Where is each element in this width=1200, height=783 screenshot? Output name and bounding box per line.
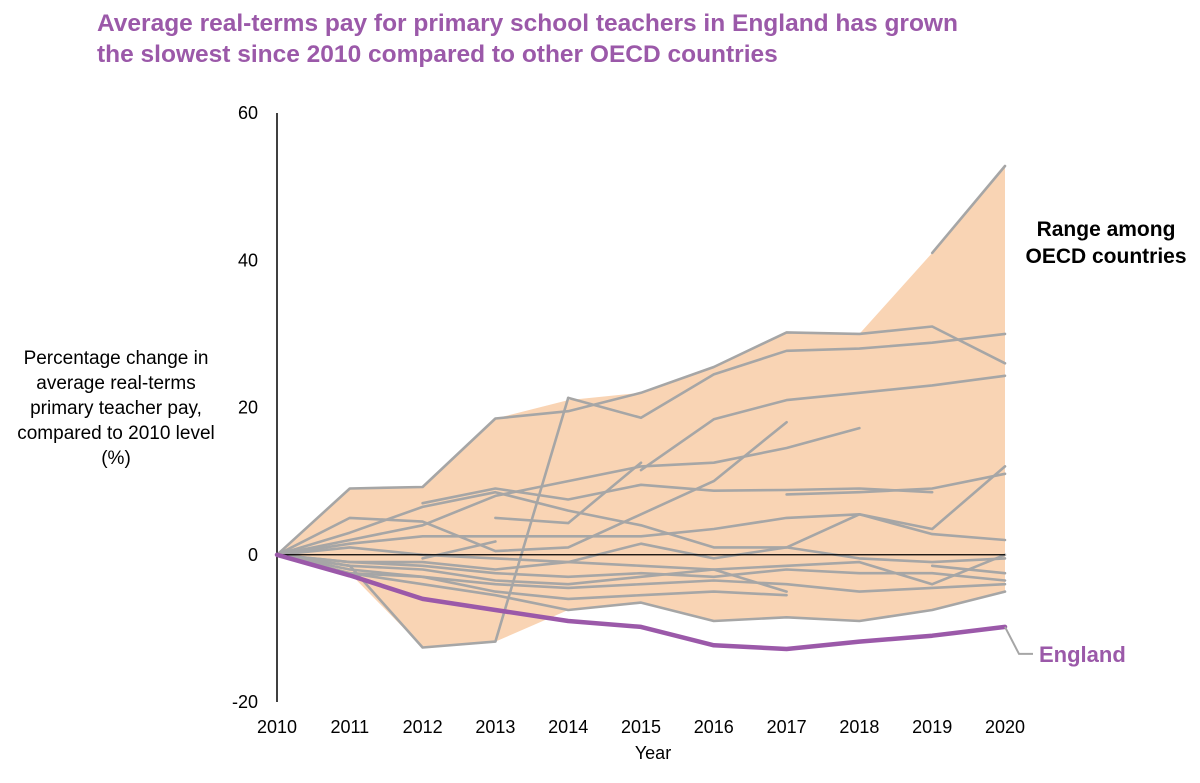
country-line-16	[275, 553, 1007, 593]
x-tick-label-2017: 2017	[767, 717, 807, 737]
y-tick-label-40: 40	[238, 250, 258, 270]
x-tick-label-2019: 2019	[912, 717, 952, 737]
x-tick-label-2012: 2012	[403, 717, 443, 737]
labels-layer: -20 0 20 40 60 2010 2011 2012 2013 2014 2015 2016 20…	[232, 103, 1187, 763]
y-tick-label-0: 0	[248, 545, 258, 565]
range-band-layer	[277, 166, 1005, 648]
country-line-5	[639, 374, 1007, 472]
country-line-8	[275, 420, 788, 557]
x-tick-label-2010: 2010	[257, 717, 297, 737]
country-line-14	[275, 546, 1007, 586]
country-line-1	[275, 325, 1007, 557]
y-axis-title: Percentage change in average real-terms …	[0, 346, 232, 471]
chart-title: Average real-terms pay for primary schoo…	[97, 8, 1097, 70]
country-line-19	[275, 553, 1007, 623]
axes-layer	[276, 113, 1005, 702]
x-tick-label-2011: 2011	[330, 717, 369, 737]
country-line-6	[275, 426, 861, 557]
country-line-12	[275, 490, 1007, 557]
country-line-11	[275, 465, 1007, 557]
y-axis-title-line-4: compared to 2010 level	[17, 423, 215, 444]
x-tick-label-2015: 2015	[621, 717, 661, 737]
england-series-label: England	[1039, 642, 1126, 667]
country-line-9	[494, 461, 1007, 525]
x-tick-label-2016: 2016	[694, 717, 734, 737]
country-line-15	[275, 553, 1007, 582]
y-axis-title-line-3: primary teacher pay,	[30, 398, 202, 419]
country-line-2	[566, 332, 1007, 420]
country-line-13	[275, 542, 1007, 571]
range-band-label-line-2: OECD countries	[1025, 245, 1186, 268]
england-layer	[274, 552, 1008, 652]
country-line-17	[275, 553, 788, 601]
country-line-7	[421, 483, 934, 505]
range-band-label-line-1: Range among	[1037, 218, 1176, 241]
country-lines-layer	[275, 164, 1007, 649]
x-tick-label-2018: 2018	[839, 717, 879, 737]
y-tick-label-20: 20	[238, 398, 258, 418]
y-tick-label-60: 60	[238, 103, 258, 123]
y-axis-title-line-2: average real-terms	[36, 373, 196, 394]
range-band-area	[277, 166, 1005, 648]
chart-title-line-1: Average real-terms pay for primary schoo…	[97, 10, 958, 37]
england-line	[274, 552, 1008, 652]
y-axis-title-line-1: Percentage change in	[23, 348, 209, 369]
country-line-3	[930, 164, 1007, 255]
x-axis-title: Year	[635, 743, 671, 763]
x-tick-label-2013: 2013	[475, 717, 515, 737]
x-tick-label-2014: 2014	[548, 717, 588, 737]
y-tick-label-neg20: -20	[232, 692, 258, 712]
x-tick-label-2020: 2020	[985, 717, 1025, 737]
chart-title-line-2: the slowest since 2010 compared to other…	[97, 41, 778, 68]
england-leader-line	[1004, 626, 1033, 655]
country-line-18	[275, 553, 1007, 593]
y-axis-title-line-5: (%)	[101, 448, 131, 469]
